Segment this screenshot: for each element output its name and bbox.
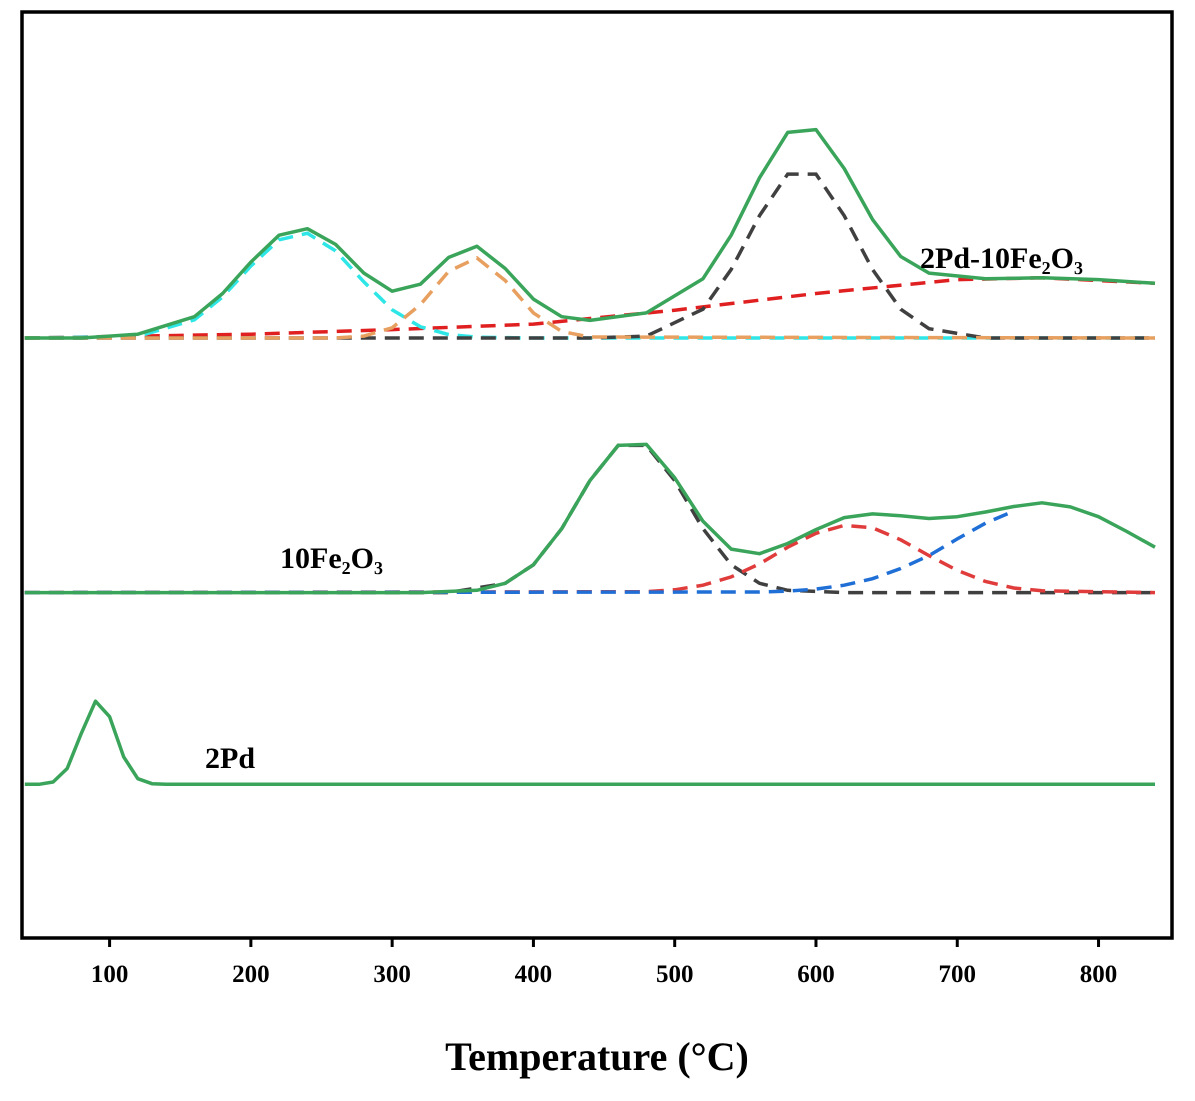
component-line [24,523,1156,595]
x-tick-label: 100 [91,961,129,988]
plot-frame [20,10,1174,940]
component-line [24,255,1156,340]
x-tick-label: 500 [656,961,694,988]
series-line [24,699,1155,787]
series-line [24,127,1156,340]
x-tick-label: 700 [939,961,977,988]
series-line [24,442,1156,595]
x-tick-label: 300 [373,961,411,988]
series-label: 2Pd-10Fe₂O₃ [920,242,1083,275]
x-axis-title: Temperature (°C) [445,1034,749,1079]
x-tick-label: 200 [232,961,270,988]
series-label: 2Pd [205,742,255,775]
component-line [24,276,1156,340]
x-tick-label: 400 [515,961,553,988]
component-line [24,443,1155,595]
x-tick-label: 600 [797,961,835,988]
component-line [24,172,1155,340]
series-label: 10Fe₂O₃ [280,542,383,575]
x-tick-label: 800 [1080,961,1118,988]
component-line [24,509,1015,595]
